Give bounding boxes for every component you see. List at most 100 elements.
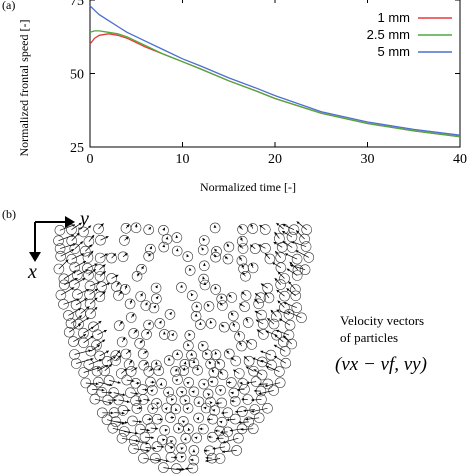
velocity-arrowhead [254,310,258,314]
panel-b-label: (b) [2,207,16,221]
velocity-arrowhead [202,383,206,386]
velocity-arrowhead [282,224,286,227]
velocity-arrowhead [82,261,86,264]
velocity-arrowhead [167,357,171,361]
velocity-arrowhead [176,352,179,355]
velocity-arrowhead [182,420,185,424]
particle [291,270,303,281]
velocity-arrowhead [97,367,100,370]
velocity-arrowhead [250,263,254,267]
particle [96,281,107,293]
particle [53,263,65,275]
velocity-arrowhead [90,250,94,254]
particle [191,301,203,313]
velocity-arrowhead [170,446,174,450]
velocity-arrowhead [260,283,264,287]
velocity-arrowhead [265,330,269,334]
particle [138,452,149,464]
velocity-arrowhead [150,368,154,372]
velocity-arrowhead [162,227,165,231]
velocity-arrowhead [217,361,220,365]
velocity-caption: Velocity vectors of particles [340,312,470,346]
particle [180,432,192,444]
particle [125,366,137,377]
velocity-arrowhead [116,282,120,285]
velocity-arrowhead [175,235,179,239]
velocity-vector [59,243,77,249]
particle [260,243,271,254]
velocity-arrowhead [134,431,138,435]
velocity-arrowhead [265,365,269,369]
velocity-arrowhead [260,350,264,354]
velocity-arrowhead [115,274,119,278]
velocity-arrowhead [256,329,260,333]
velocity-arrowhead [183,361,187,365]
particle [85,345,97,357]
velocity-arrowhead [107,282,110,286]
velocity-arrowhead [216,436,219,440]
velocity-arrowhead [242,272,246,276]
particle [78,327,89,339]
velocity-arrowhead [77,324,81,327]
velocity-arrowhead [156,402,160,405]
velocity-arrowhead [295,250,299,253]
velocity-arrowhead [117,381,121,384]
velocity-arrowhead [71,287,75,290]
velocity-arrowhead [207,417,210,421]
particle [224,348,235,360]
velocity-arrowhead [91,235,95,238]
velocity-arrowhead [224,256,228,260]
particle [116,336,128,348]
particle [85,308,96,320]
velocity-arrowhead [110,411,114,415]
velocity-arrowhead [196,417,199,421]
velocity-arrowhead [149,246,152,250]
particle [216,416,228,428]
velocity-arrowhead [258,244,262,248]
particle [230,355,242,367]
velocity-arrowhead [230,391,234,395]
velocity-arrowhead [102,339,106,343]
legend-label: 5 mm [378,44,411,59]
velocity-arrowhead [186,381,190,385]
particle [237,243,249,254]
velocity-arrowhead [76,298,80,302]
velocity-arrowhead [149,417,152,421]
particle [211,246,222,257]
particle [78,337,89,349]
particle [171,232,183,243]
velocity-arrowhead [155,427,159,430]
particle [113,394,124,406]
velocity-arrowhead [239,303,243,307]
velocity-arrowhead [235,410,238,414]
velocity-arrowhead [127,408,131,412]
velocity-arrowhead [135,392,139,395]
velocity-vector [163,467,183,471]
velocity-arrowhead [97,344,100,348]
velocity-arrowhead [277,300,281,304]
velocity-arrowhead [276,309,280,313]
velocity-arrowhead [153,305,156,309]
velocity-arrowhead [118,355,122,359]
particle [154,318,166,329]
velocity-arrowhead [94,297,98,301]
x-axis-symbol: x [27,261,37,283]
velocity-arrowhead [203,449,207,453]
particle [240,270,251,282]
particle [130,222,142,234]
velocity-arrowhead [205,456,209,460]
particle [148,302,160,314]
velocity-arrowhead [239,256,242,260]
particle [153,365,165,377]
particle [166,394,177,405]
velocity-arrowhead [139,420,142,424]
particle [150,452,161,464]
velocity-arrowhead [174,368,178,372]
velocity-arrowhead [211,369,215,373]
velocity-arrowhead [134,224,138,227]
velocity-arrowhead [171,333,174,337]
velocity-arrowhead [282,241,286,244]
velocity-arrowhead [188,333,192,337]
velocity-arrowhead [80,253,84,257]
